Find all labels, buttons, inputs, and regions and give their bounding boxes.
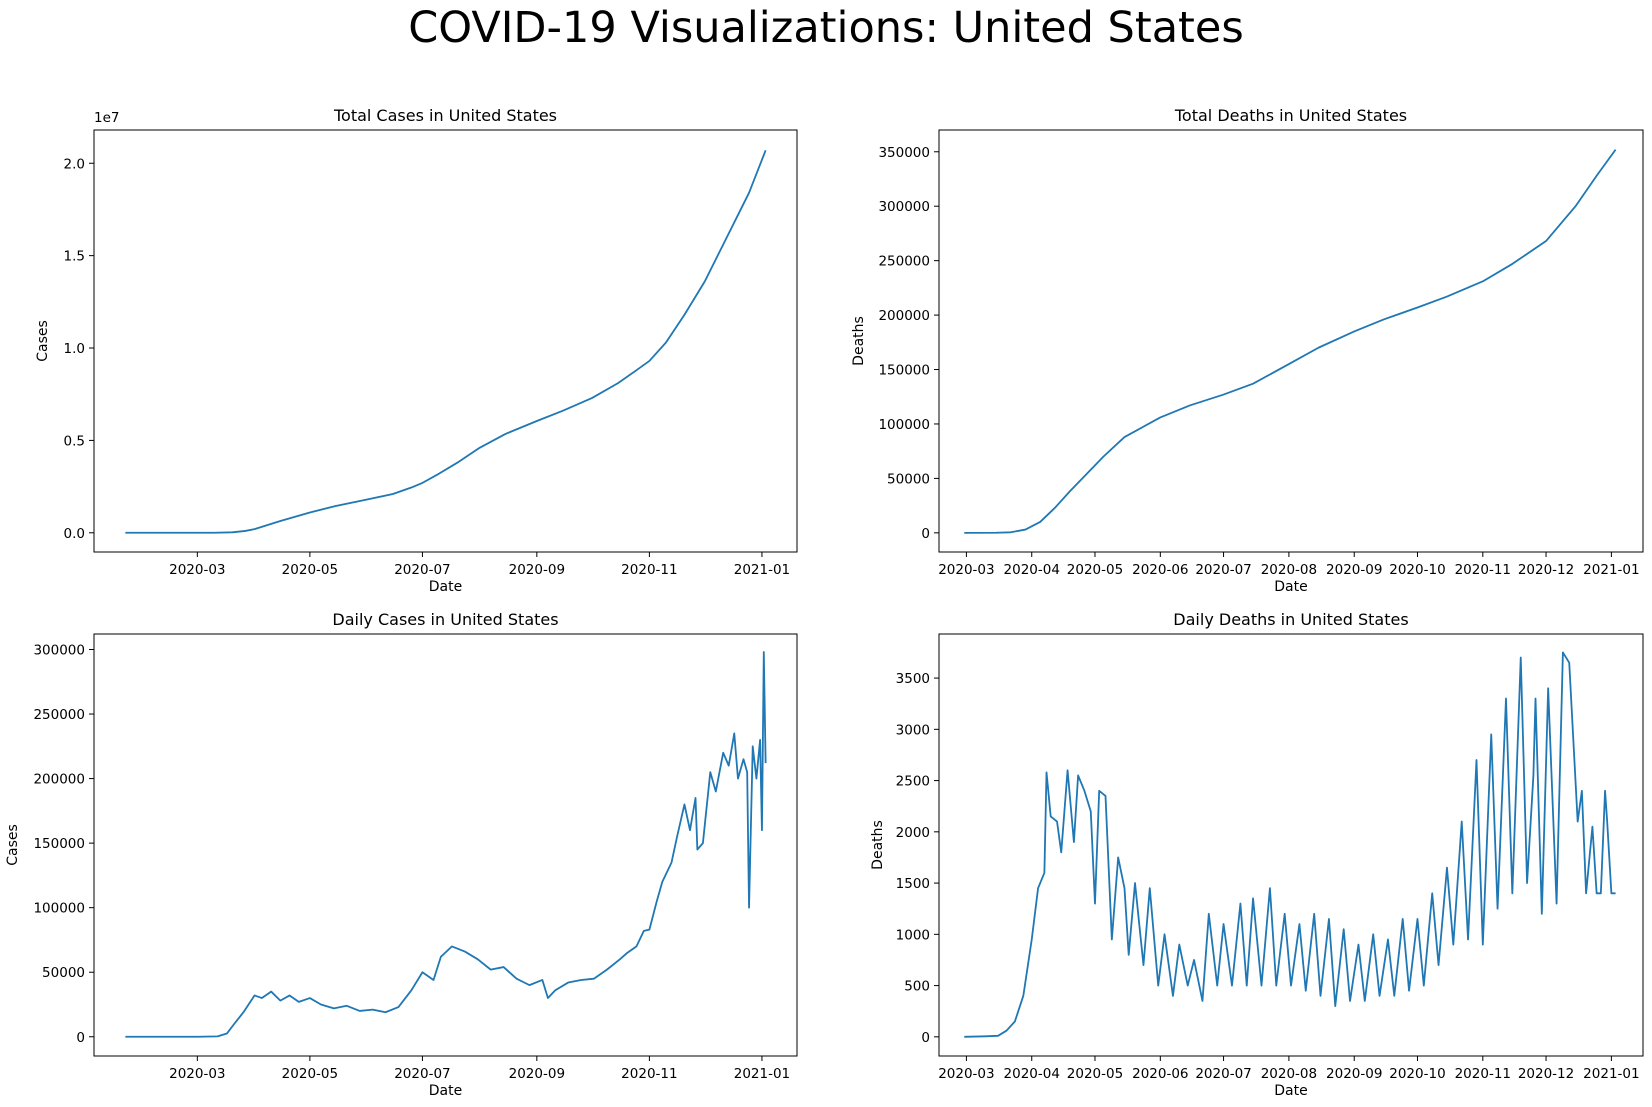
chart-title: Total Cases in United States — [333, 106, 557, 125]
x-axis-label: Date — [429, 1083, 462, 1099]
x-axis-label: Date — [1274, 1083, 1307, 1099]
figure-title: COVID-19 Visualizations: United States — [408, 3, 1244, 53]
y-tick-label: 350000 — [878, 145, 930, 161]
x-tick-label: 2020-11 — [1455, 562, 1511, 578]
chart-title: Total Deaths in United States — [1174, 106, 1407, 125]
y-tick-label: 0.5 — [64, 433, 85, 449]
y-tick-label: 1.5 — [64, 249, 85, 265]
y-axis-label: Cases — [5, 824, 21, 866]
y-tick-label: 200000 — [33, 772, 85, 788]
y-tick-label: 50000 — [42, 965, 85, 981]
x-tick-label: 2020-10 — [1389, 1066, 1445, 1082]
x-tick-label: 2021-01 — [734, 562, 790, 578]
x-tick-label: 2020-12 — [1518, 562, 1574, 578]
x-tick-label: 2021-01 — [1583, 1066, 1639, 1082]
y-tick-label: 0 — [921, 1030, 930, 1046]
x-tick-label: 2020-03 — [169, 1066, 225, 1082]
x-tick-label: 2020-06 — [1132, 562, 1188, 578]
y-tick-label: 300000 — [878, 199, 930, 215]
y-tick-label: 50000 — [887, 471, 930, 487]
y-tick-label: 1500 — [896, 876, 930, 892]
x-tick-label: 2020-08 — [1261, 562, 1317, 578]
y-tick-label: 100000 — [33, 901, 85, 917]
y-tick-label: 3000 — [896, 722, 930, 738]
x-tick-label: 2020-09 — [1326, 1066, 1382, 1082]
y-tick-label: 2500 — [896, 774, 930, 790]
plot-frame — [938, 633, 1644, 1057]
series-line — [964, 651, 1616, 1038]
y-tick-label: 0 — [921, 526, 930, 542]
y-tick-label: 250000 — [878, 254, 930, 270]
x-tick-label: 2020-05 — [282, 1066, 338, 1082]
y-axis-label: Deaths — [870, 820, 886, 870]
y-tick-label: 0 — [76, 1030, 85, 1046]
y-tick-label: 0.0 — [64, 526, 85, 542]
y-axis-label: Cases — [35, 320, 51, 362]
x-tick-label: 2020-05 — [282, 562, 338, 578]
x-tick-label: 2020-11 — [621, 562, 677, 578]
y-tick-label: 300000 — [33, 642, 85, 658]
x-axis-label: Date — [429, 579, 462, 595]
x-tick-label: 2020-10 — [1389, 562, 1445, 578]
y-tick-label: 2.0 — [64, 156, 85, 172]
x-tick-label: 2020-04 — [1004, 562, 1060, 578]
series-line — [125, 149, 767, 534]
x-tick-label: 2020-04 — [1004, 1066, 1060, 1082]
x-tick-label: 2020-06 — [1132, 1066, 1188, 1082]
series-line — [964, 149, 1617, 534]
plot-frame — [938, 129, 1644, 553]
y-tick-label: 2000 — [896, 825, 930, 841]
y-tick-label: 3500 — [896, 671, 930, 687]
plot-frame — [93, 129, 798, 553]
plot-frame — [93, 633, 798, 1057]
y-offset-text: 1e7 — [94, 110, 119, 126]
x-tick-label: 2020-11 — [1455, 1066, 1511, 1082]
x-tick-label: 2020-07 — [394, 1066, 450, 1082]
y-tick-label: 200000 — [878, 308, 930, 324]
x-tick-label: 2020-12 — [1518, 1066, 1574, 1082]
y-tick-label: 150000 — [878, 363, 930, 379]
y-tick-label: 150000 — [33, 836, 85, 852]
x-tick-label: 2020-11 — [621, 1066, 677, 1082]
y-axis-label: Deaths — [851, 316, 867, 366]
x-tick-label: 2020-03 — [169, 562, 225, 578]
x-tick-label: 2020-03 — [938, 562, 994, 578]
y-tick-label: 1.0 — [64, 341, 85, 357]
chart-title: Daily Cases in United States — [332, 610, 558, 629]
x-axis-label: Date — [1274, 579, 1307, 595]
x-tick-label: 2020-07 — [394, 562, 450, 578]
y-tick-label: 500 — [904, 979, 930, 995]
y-tick-label: 100000 — [878, 417, 930, 433]
x-tick-label: 2020-07 — [1195, 562, 1251, 578]
x-tick-label: 2020-03 — [938, 1066, 994, 1082]
x-tick-label: 2021-01 — [734, 1066, 790, 1082]
x-tick-label: 2020-09 — [1326, 562, 1382, 578]
x-tick-label: 2020-05 — [1067, 1066, 1123, 1082]
x-tick-label: 2020-09 — [509, 1066, 565, 1082]
x-tick-label: 2020-09 — [509, 562, 565, 578]
chart-title: Daily Deaths in United States — [1173, 610, 1408, 629]
series-line — [125, 651, 767, 1038]
y-tick-label: 1000 — [896, 927, 930, 943]
x-tick-label: 2020-05 — [1067, 562, 1123, 578]
y-tick-label: 250000 — [33, 707, 85, 723]
x-tick-label: 2020-07 — [1195, 1066, 1251, 1082]
x-tick-label: 2021-01 — [1583, 562, 1639, 578]
x-tick-label: 2020-08 — [1261, 1066, 1317, 1082]
